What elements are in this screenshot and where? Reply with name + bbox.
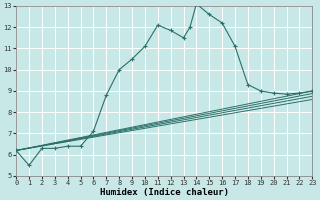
X-axis label: Humidex (Indice chaleur): Humidex (Indice chaleur) [100,188,229,197]
